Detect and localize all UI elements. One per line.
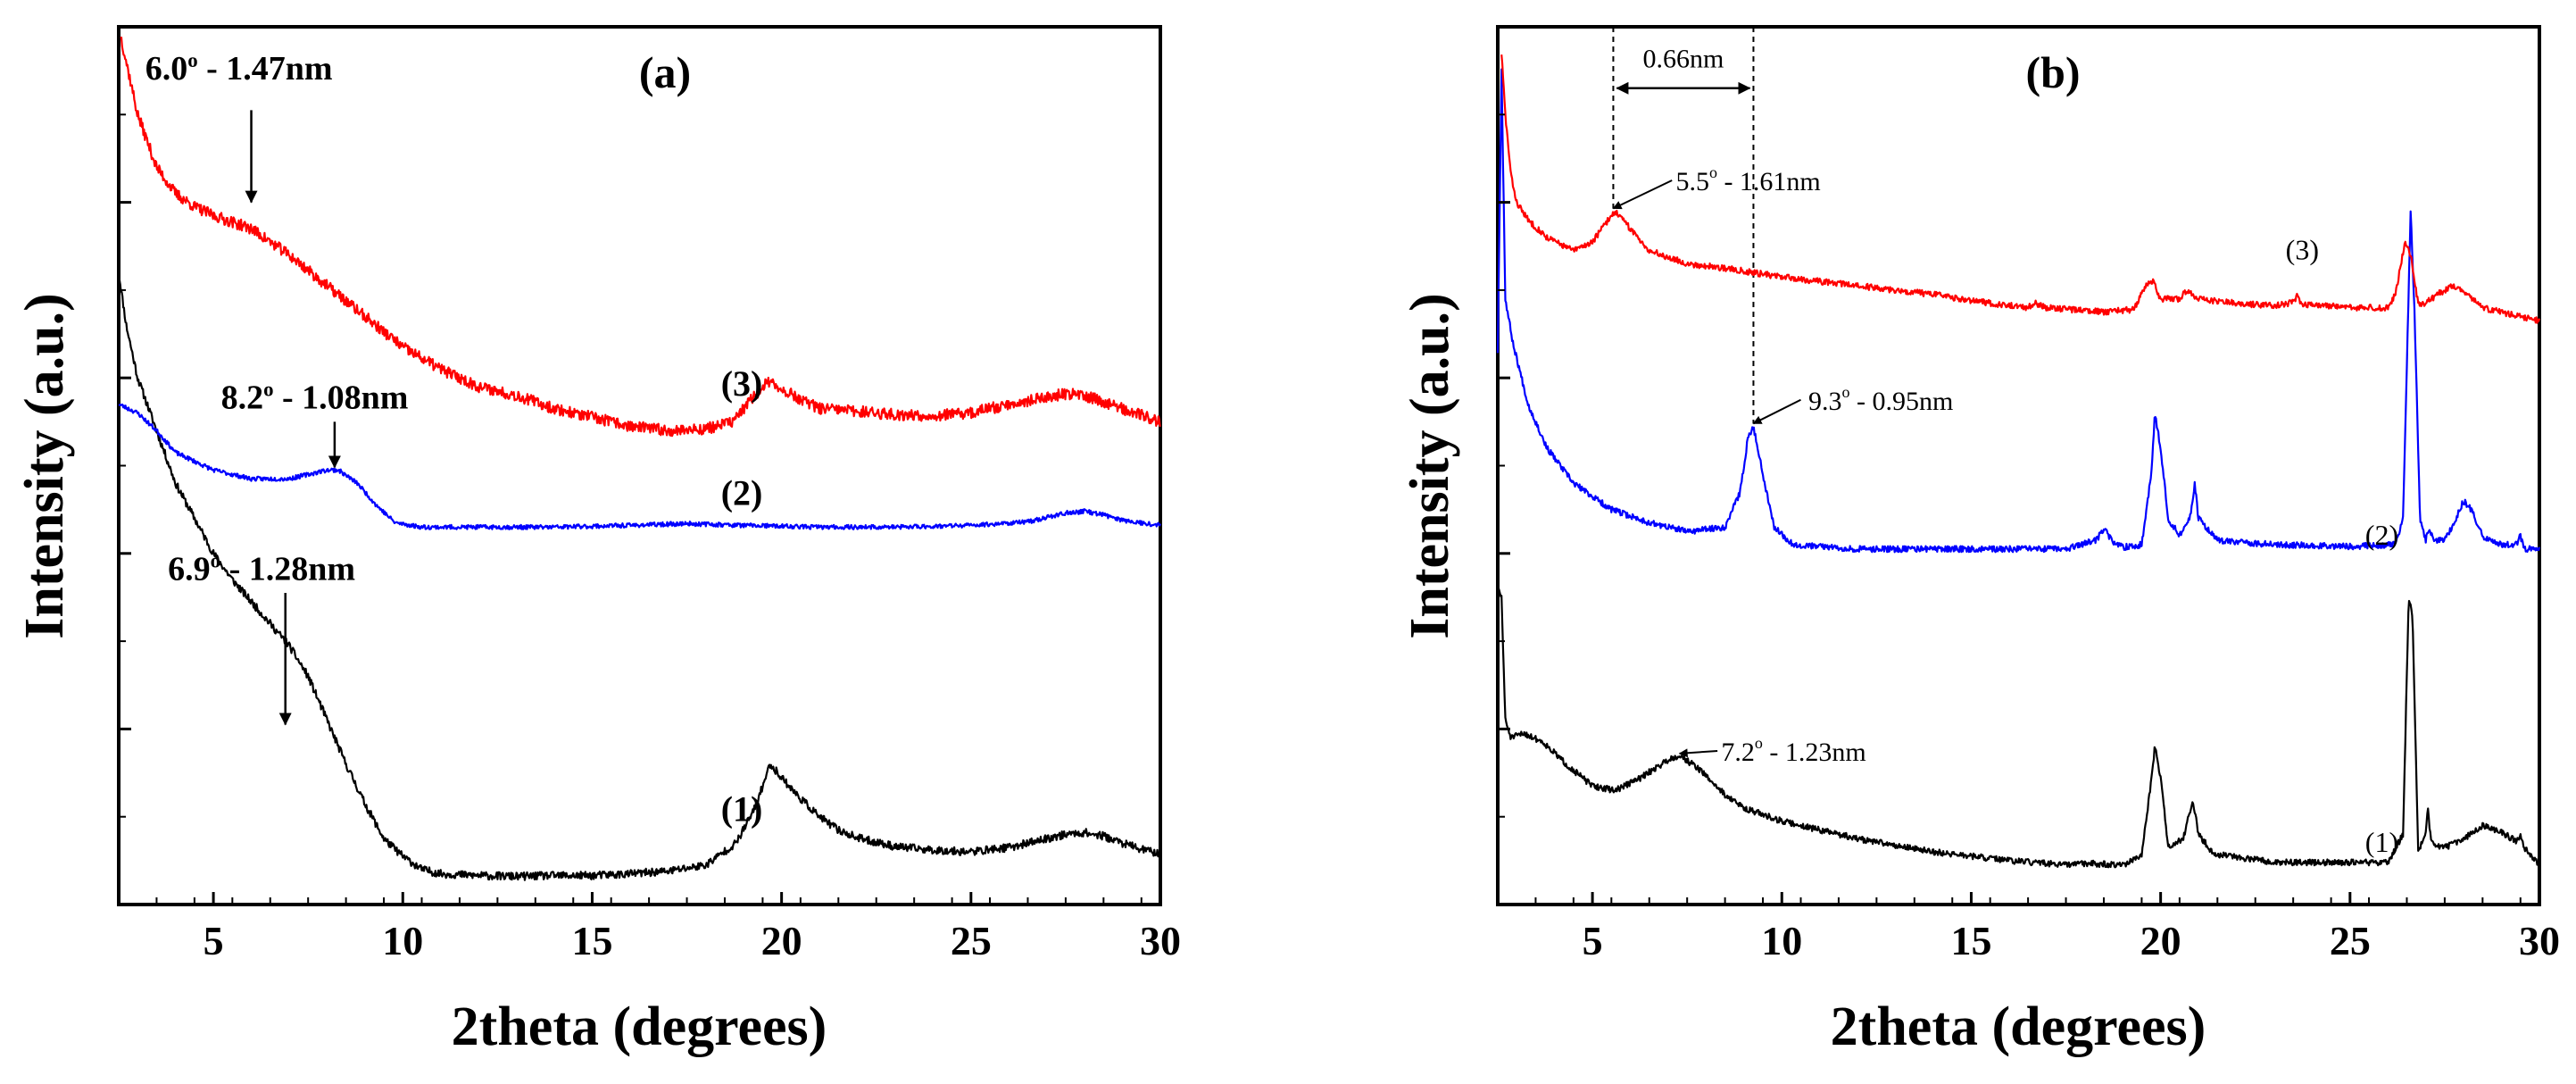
peak-arrow (1752, 398, 1801, 425)
peak-annotation-degree: o (263, 379, 273, 401)
x-tick-label: 10 (1761, 918, 1802, 963)
x-tick-label: 25 (2330, 918, 2371, 963)
peak-annotation-degree: o (1755, 734, 1763, 752)
series-label: (2) (2365, 519, 2398, 551)
x-tick-label: 30 (2519, 918, 2560, 963)
peak-annotation: 8.2o - 1.08nm (221, 379, 409, 417)
series-label: (3) (2286, 233, 2319, 265)
y-axis-title-b: Intensity (a.u.) (1400, 293, 1460, 639)
series-label: (1) (721, 789, 763, 830)
plot-frame-b (1496, 25, 2541, 906)
peak-annotation-value: 6.0 (145, 50, 188, 88)
series-line-2 (118, 404, 1162, 530)
x-tick-label: 30 (1140, 918, 1181, 963)
series-line-3 (1500, 54, 2541, 324)
peak-arrow (1678, 748, 1718, 758)
series-label: (1) (2365, 826, 2398, 858)
peak-annotation: 6.0o - 1.47nm (145, 49, 333, 88)
chart-panel-a: (1)(2)(3) 5 10 15 20 25 30 6.0o - 1.47nm8.2o … (14, 25, 1181, 1057)
peak-annotation: 7.2o - 1.23nm (1721, 734, 1866, 767)
y-axis-title-a: Intensity (a.u.) (14, 293, 75, 639)
peak-annotation-degree: o (1709, 163, 1717, 181)
x-tick-label: 15 (571, 918, 612, 963)
spacing-marker-b: 0.66nm (1612, 27, 1755, 424)
peak-annotation-spacing: - 1.61nm (1717, 167, 1821, 196)
peak-annotation: 6.9o - 1.28nm (168, 549, 355, 588)
series-line-2 (1496, 68, 2541, 554)
x-tick-label: 10 (382, 918, 423, 963)
x-tick-label: 25 (951, 918, 992, 963)
peak-annotation-spacing: - 1.23nm (1763, 738, 1866, 767)
peak-annotation-spacing: - 1.28nm (220, 550, 355, 588)
ticks-a: 5 10 15 20 25 30 (118, 113, 1181, 963)
panel-label-b: (b) (2025, 47, 2080, 97)
peak-annotation-value: 6.9 (168, 550, 211, 588)
peak-annotation-spacing: - 1.47nm (198, 50, 333, 88)
chart-panel-b: 0.66nm (1)(2)(3) 5 10 15 20 25 30 5.5o - 1.61… (1400, 25, 2560, 1057)
peak-annotation-degree: o (1841, 383, 1849, 401)
ticks-b: 5 10 15 20 25 30 (1497, 113, 2560, 963)
peak-annotation-value: 7.2 (1721, 738, 1755, 767)
x-tick-label: 20 (761, 918, 802, 963)
x-tick-label: 20 (2140, 918, 2181, 963)
peak-annotation-degree: o (187, 49, 197, 71)
plot-frame-a (117, 25, 1162, 906)
series-line-1 (117, 274, 1161, 881)
peak-annotation-value: 9.3 (1808, 387, 1841, 416)
x-tick-label: 5 (204, 918, 224, 963)
peak-annotation-value: 8.2 (221, 379, 264, 417)
x-axis-title-a: 2theta (degrees) (452, 996, 827, 1057)
series-label: (2) (721, 473, 763, 513)
peak-annotation-spacing: - 0.95nm (1849, 387, 1953, 416)
peak-annotation-value: 5.5 (1675, 167, 1709, 196)
x-tick-label: 15 (1950, 918, 1991, 963)
series-label: (3) (721, 363, 763, 404)
peak-annotation: 5.5o - 1.61nm (1675, 163, 1820, 196)
spacing-label: 0.66nm (1643, 44, 1724, 73)
panel-label-a: (a) (639, 47, 691, 97)
curves-a: (1) (2) (3) (117, 36, 1162, 881)
peak-annotation-degree: o (211, 549, 220, 571)
curves-b: (1) (2) (3) (1496, 54, 2541, 869)
peak-arrow (1612, 179, 1673, 210)
peak-annotation: 9.3o - 0.95nm (1808, 383, 1953, 416)
x-tick-label: 5 (1583, 918, 1603, 963)
series-line-1 (1496, 587, 2541, 869)
series-line-3 (120, 36, 1161, 438)
x-axis-title-b: 2theta (degrees) (1831, 996, 2206, 1057)
peak-annotation-spacing: - 1.08nm (273, 379, 408, 417)
